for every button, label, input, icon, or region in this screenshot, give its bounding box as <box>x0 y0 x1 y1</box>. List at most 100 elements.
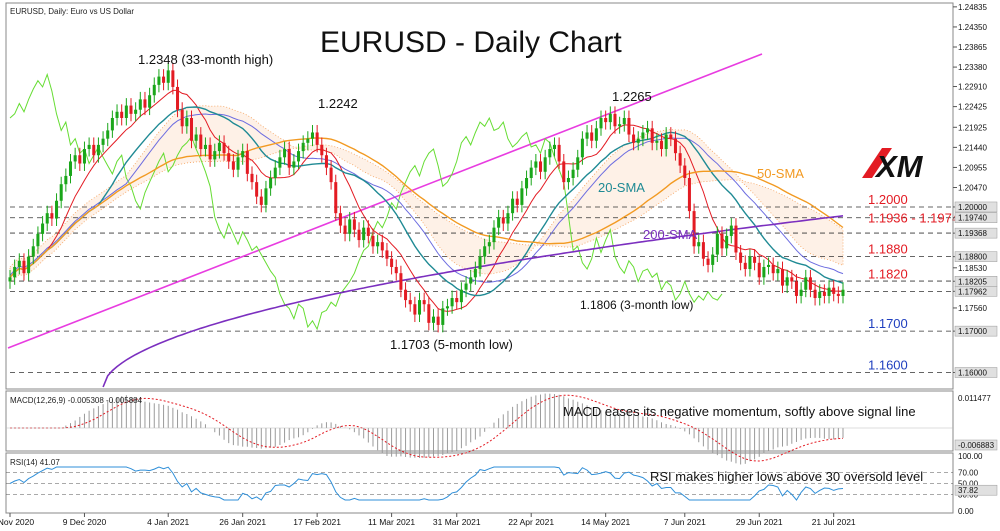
price-tick-label: 1.16000 <box>958 369 987 378</box>
candle <box>390 251 394 275</box>
price-axis: 1.24835 1.24350 1.23865 1.23380 1.22910 1.224… <box>952 3 998 389</box>
candle <box>785 269 789 294</box>
annotation-high-2: 1.2242 <box>318 96 358 111</box>
candle <box>511 191 515 221</box>
candle <box>734 218 738 260</box>
rsi-tick-label: 0.00 <box>958 507 974 516</box>
kijun-line <box>9 113 844 283</box>
candle <box>506 205 510 231</box>
level-label: 1.1700 <box>868 316 908 331</box>
candle <box>767 257 771 275</box>
price-tick-box <box>954 201 998 213</box>
annotation-low-2: 1.1806 (3-month low) <box>580 298 693 312</box>
price-tick-label: 1.20470 <box>958 184 987 193</box>
candle <box>310 125 314 147</box>
candle <box>222 135 226 161</box>
candle <box>343 218 347 242</box>
candle <box>264 180 268 213</box>
annotation-low-1: 1.1703 (5-month low) <box>390 337 513 352</box>
time-tick-label: 9 Dec 2020 <box>63 517 107 527</box>
candle <box>450 290 454 314</box>
price-tick-box <box>954 251 998 262</box>
candle <box>427 296 431 331</box>
candle <box>636 131 640 151</box>
candle <box>348 211 352 242</box>
candle <box>96 137 100 163</box>
candle <box>627 110 631 142</box>
candle <box>841 282 845 304</box>
time-tick-label: 22 Apr 2021 <box>508 517 554 527</box>
trend-line <box>7 53 763 349</box>
candle <box>203 137 207 157</box>
candle <box>22 253 26 281</box>
candle <box>106 122 110 147</box>
candle <box>376 234 380 254</box>
candle <box>618 116 622 134</box>
candle <box>115 104 119 126</box>
candle <box>478 249 482 277</box>
candle <box>185 110 189 134</box>
candle <box>180 102 184 134</box>
candle <box>464 276 468 298</box>
rsi-label: RSI(14) 41.07 <box>10 458 60 467</box>
candle <box>753 249 757 271</box>
candle <box>227 145 231 169</box>
rsi-tick-label: 70.00 <box>958 469 979 478</box>
tenkan-line <box>9 89 843 312</box>
candle <box>469 269 473 291</box>
candle <box>236 149 240 178</box>
annotation-ma-200: 200-SMA <box>643 227 698 242</box>
candle <box>520 180 524 213</box>
level-label: 1.2000 <box>868 192 908 207</box>
candle <box>101 131 105 153</box>
price-tick-label: 1.24350 <box>958 23 987 32</box>
rsi-current-tick: 37.82 <box>958 486 979 495</box>
support-resistance-levels: 1.2000 1.1936 - 1.1974 1.1880 1.1820 1.1700 1… <box>10 192 959 373</box>
candle <box>711 247 715 273</box>
candle <box>539 153 543 180</box>
annotation-ma-50: 50-SMA <box>757 166 804 181</box>
candle <box>604 110 608 130</box>
macd-tick-label: 0.011477 <box>958 394 991 403</box>
time-tick-label: 14 May 2021 <box>581 517 630 527</box>
candle <box>394 259 398 281</box>
price-tick-label: 1.22910 <box>958 83 987 92</box>
price-tick-label: 1.20000 <box>958 203 987 212</box>
candle <box>683 158 687 186</box>
candle <box>162 69 166 91</box>
candle <box>613 106 617 134</box>
candle <box>292 153 296 176</box>
candle <box>329 160 333 190</box>
time-axis: 17 Nov 2020 9 Dec 2020 4 Jan 2021 26 Jan 20… <box>0 513 856 527</box>
rsi-panel-frame <box>5 452 954 514</box>
candle <box>534 153 538 176</box>
candle <box>55 193 59 227</box>
candle <box>78 147 82 171</box>
price-tick-label: 1.20955 <box>958 163 987 172</box>
candle <box>455 290 459 310</box>
candle <box>571 162 575 186</box>
macd-tick-box <box>954 439 998 451</box>
candle <box>655 133 659 151</box>
candle <box>399 265 403 298</box>
level-label: 1.1820 <box>868 266 908 281</box>
candle <box>194 127 198 149</box>
candle <box>771 257 775 281</box>
candle <box>548 141 552 165</box>
macd-label: MACD(12,26,9) -0.005308 -0.005884 <box>10 396 143 405</box>
xm-logo-text: XM <box>874 149 924 184</box>
price-tick-label: 1.19740 <box>958 214 987 223</box>
candle <box>487 234 491 254</box>
rsi-line <box>9 466 844 501</box>
candle <box>297 143 301 169</box>
price-tick-label: 1.22425 <box>958 103 987 112</box>
candle <box>497 209 501 236</box>
candle <box>706 251 710 273</box>
candle <box>124 98 128 126</box>
rsi-tick-box <box>954 484 998 496</box>
candle <box>441 300 445 333</box>
candle <box>68 153 73 184</box>
time-tick-label: 17 Feb 2021 <box>293 517 341 527</box>
